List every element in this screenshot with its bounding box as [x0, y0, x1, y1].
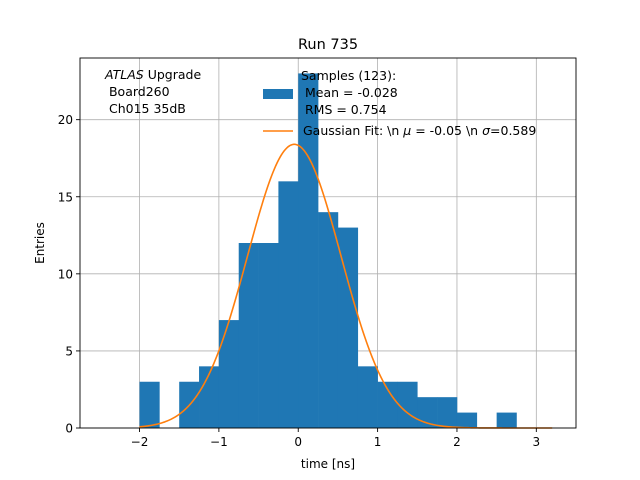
legend-hist-line-3: RMS = 0.754: [301, 102, 387, 117]
legend-hist-line-2: Mean = -0.028: [301, 85, 398, 100]
annotation-line-3: Ch015 35dB: [105, 101, 186, 116]
y-axis-label: Entries: [33, 222, 47, 264]
histogram-bar: [377, 381, 398, 428]
plot-frame: [79, 57, 577, 429]
x-tick-label: 3: [532, 435, 540, 449]
x-tick-label: −2: [131, 435, 149, 449]
histogram-bar: [298, 73, 319, 429]
legend-fit-label: Gaussian Fit: \n μ = -0.05 \n σ=0.589: [303, 123, 536, 138]
legend-hist-swatch: [263, 89, 293, 99]
histogram-bar: [417, 397, 438, 428]
x-tick-label: −1: [210, 435, 228, 449]
histogram-bar: [318, 212, 339, 428]
histogram-bar: [337, 227, 359, 428]
histogram-bar: [218, 320, 240, 428]
x-axis-label: time [ns]: [301, 457, 355, 471]
histogram-bars: [139, 73, 517, 429]
annotation-atlas: ATLAS: [104, 67, 144, 82]
histogram-bar: [278, 181, 299, 428]
legend-fit-mid: = -0.05 \n: [411, 123, 482, 138]
legend-hist-line-1: Samples (123):: [301, 68, 396, 83]
y-tick-label: 15: [58, 190, 73, 204]
histogram-bar: [397, 381, 418, 428]
y-tick-label: 0: [65, 422, 73, 436]
x-tick-label: 2: [453, 435, 461, 449]
histogram-bar: [139, 381, 160, 428]
histogram-bar: [496, 412, 517, 428]
legend-fit-post: =0.589: [490, 123, 536, 138]
histogram-bar: [357, 366, 378, 428]
x-tick-label: 0: [294, 435, 302, 449]
histogram-bar: [456, 412, 478, 428]
legend-fit-mu: μ: [402, 123, 411, 138]
y-tick-label: 5: [65, 344, 73, 358]
histogram-bar: [437, 397, 458, 428]
annotation-line-1: ATLAS Upgrade: [104, 67, 201, 82]
x-tick-label: 1: [374, 435, 382, 449]
histogram-bar: [258, 243, 279, 428]
legend-fit-sigma: σ: [482, 123, 491, 138]
annotation-upgrade: Upgrade: [144, 67, 202, 82]
legend-fit-pre: Gaussian Fit: \n: [303, 123, 403, 138]
histogram-bar: [199, 366, 220, 428]
y-tick-label: 20: [58, 113, 73, 127]
chart-title: Run 735: [298, 37, 358, 53]
y-tick-label: 10: [58, 267, 73, 281]
histogram-bar: [238, 243, 259, 428]
axis-ticks: −2 −1 0 1 2 3 0 5 10 15 20: [58, 113, 540, 449]
annotation-line-2: Board260: [105, 84, 170, 99]
